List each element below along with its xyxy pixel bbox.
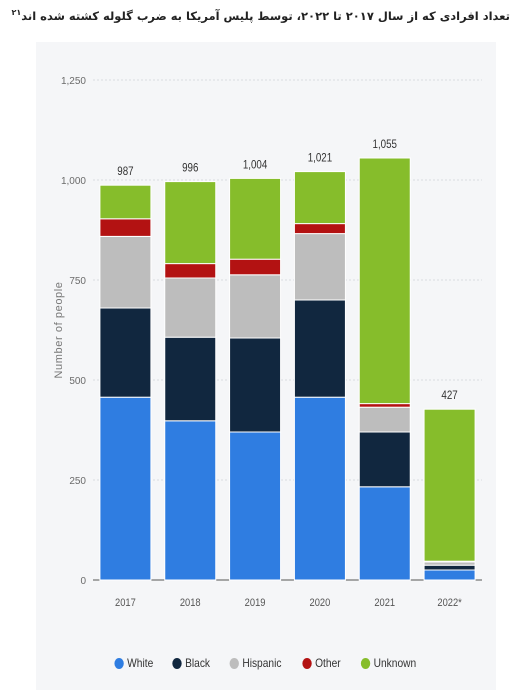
bar-segment-other	[229, 258, 282, 276]
y-tick-label: 0	[80, 576, 86, 587]
x-tick-label: 2022*	[437, 597, 461, 609]
legend-item-unknown: Unknown	[360, 656, 416, 670]
y-tick-label: 500	[69, 376, 86, 387]
x-tick-label: 2017	[115, 597, 136, 609]
bar-segment-unknown	[229, 177, 282, 260]
title-footnote: ۲۱	[11, 8, 22, 17]
y-axis-label: Number of people	[53, 281, 65, 378]
chart-legend: White Black Hispanic Other Unknown	[36, 652, 496, 674]
bar-segment-white	[99, 396, 152, 581]
bar-segment-other	[99, 218, 152, 237]
bar-total-label: 996	[182, 162, 198, 175]
x-tick-label: 2021	[374, 597, 395, 609]
bar-segment-other	[358, 403, 411, 408]
bar-total-label: 427	[441, 390, 457, 403]
bar-segment-unknown	[99, 184, 152, 220]
bar-segment-white	[229, 431, 282, 581]
legend-swatch	[114, 657, 125, 669]
bar-segment-other	[164, 263, 217, 279]
legend-label: Other	[314, 656, 341, 670]
chart-title-text: تعداد افرادی که از سال ۲۰۱۷ تا ۲۰۲۲، توس…	[21, 8, 510, 23]
bar-total-label: 1,021	[308, 152, 332, 165]
x-tick-label: 2020	[310, 597, 331, 609]
bar-segment-black	[293, 299, 346, 398]
bar-segment-unknown	[164, 181, 217, 265]
bar-segment-hispanic	[293, 233, 346, 301]
bar-segment-hispanic	[229, 274, 282, 339]
x-tick-label: 2019	[245, 597, 266, 609]
legend-item-white: White	[114, 656, 154, 670]
legend-label: Unknown	[373, 656, 416, 670]
legend-item-other: Other	[301, 656, 341, 670]
bar-segment-white	[358, 486, 411, 581]
bar-segment-other	[293, 223, 346, 235]
bar-segment-black	[99, 307, 152, 398]
legend-item-hispanic: Hispanic	[230, 656, 282, 670]
y-tick-label: 1,000	[61, 176, 86, 187]
bar-segment-hispanic	[99, 235, 152, 309]
chart-title: تعداد افرادی که از سال ۲۰۱۷ تا ۲۰۲۲، توس…	[8, 8, 511, 30]
bar-total-label: 987	[117, 166, 133, 179]
bar-total-label: 1,055	[373, 138, 397, 151]
legend-label: Black	[185, 656, 211, 670]
legend-swatch	[301, 657, 312, 669]
y-tick-label: 1,250	[61, 76, 86, 87]
bar-segment-black	[229, 337, 282, 433]
y-tick-label: 750	[69, 276, 86, 287]
bar-segment-unknown	[423, 408, 476, 562]
legend-swatch	[172, 657, 182, 669]
bar-segment-unknown	[358, 157, 411, 405]
legend-swatch	[360, 657, 370, 669]
legend-label: White	[127, 656, 154, 670]
bar-segment-unknown	[293, 171, 346, 225]
bar-segment-white	[423, 569, 476, 581]
legend-item-black: Black	[172, 656, 210, 670]
bar-segment-black	[358, 431, 411, 488]
bar-segment-white	[164, 420, 217, 581]
legend-label: Hispanic	[242, 656, 282, 670]
bar-segment-hispanic	[358, 406, 411, 433]
x-tick-label: 2018	[180, 597, 201, 609]
bar-segment-white	[293, 396, 346, 581]
bar-segment-hispanic	[164, 277, 217, 338]
legend-swatch	[230, 657, 240, 669]
bar-segment-black	[164, 336, 217, 422]
bar-total-label: 1,004	[243, 159, 267, 172]
bar-segment-black	[423, 564, 476, 571]
y-tick-label: 250	[69, 476, 86, 487]
